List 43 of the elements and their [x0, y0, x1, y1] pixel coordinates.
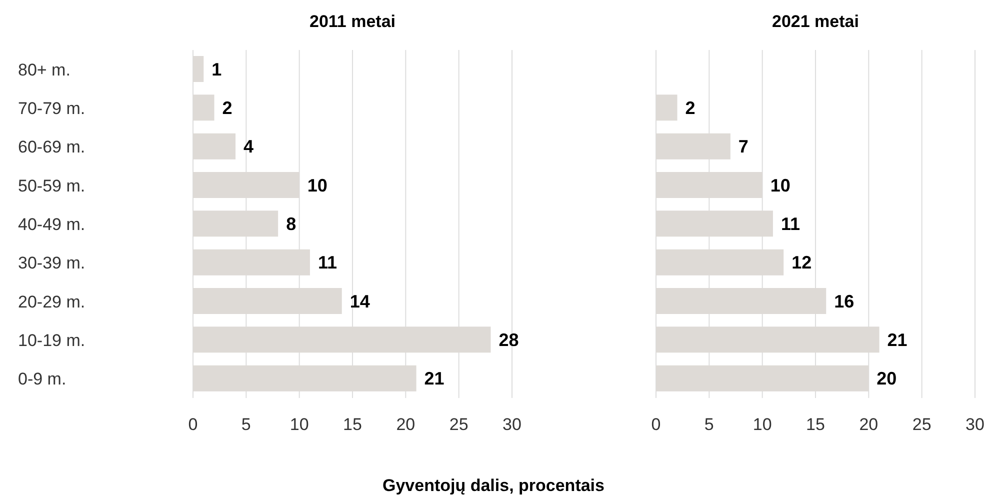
y-tick-label: 30-39 m. [18, 254, 86, 273]
x-tick-label: 15 [343, 415, 362, 434]
x-tick-label: 25 [912, 415, 932, 434]
x-tick-label: 30 [502, 415, 522, 434]
x-tick-label: 20 [396, 415, 416, 434]
data-label: 20 [876, 368, 897, 389]
data-label: 7 [738, 136, 748, 157]
data-label: 21 [424, 368, 444, 389]
x-tick-label: 5 [704, 415, 714, 434]
y-tick-label: 50-59 m. [18, 176, 86, 196]
data-label: 8 [286, 214, 296, 234]
x-tick-label: 0 [651, 415, 661, 434]
data-label: 16 [834, 291, 854, 312]
x-tick-label: 0 [188, 415, 198, 434]
data-label: 11 [318, 252, 337, 273]
data-label: 28 [498, 330, 519, 350]
y-tick-label: 20-29 m. [18, 292, 86, 312]
y-tick-label: 60-69 m. [18, 138, 86, 157]
y-tick-label: 40-49 m. [18, 215, 86, 234]
data-label: 10 [307, 175, 328, 196]
data-label: 14 [350, 291, 370, 312]
chart-title: 2021 metai [771, 12, 860, 32]
x-tick-label: 5 [241, 415, 251, 434]
x-tick-label: 20 [859, 415, 878, 434]
data-label: 11 [780, 214, 800, 234]
data-label: 2 [685, 98, 696, 118]
x-tick-label: 25 [449, 415, 468, 434]
x-tick-label: 30 [966, 415, 984, 434]
x-tick-label: 15 [806, 415, 825, 434]
data-label: 2 [222, 98, 232, 118]
data-label: 10 [770, 175, 790, 196]
y-tick-label: 70-79 m. [18, 99, 86, 118]
data-label: 12 [792, 252, 812, 273]
x-tick-label: 10 [290, 415, 309, 434]
chart-title: 2011 metai [308, 12, 396, 32]
x-tick-label: 10 [752, 415, 772, 434]
y-tick-label: 10-19 m. [18, 331, 86, 350]
data-label: 4 [244, 136, 254, 157]
x-axis-title: Gyventojų dalis, procentais [381, 476, 606, 496]
data-label: 21 [887, 330, 908, 350]
y-tick-label: 0-9 m. [18, 370, 66, 389]
data-label: 1 [212, 59, 222, 80]
y-tick-label: 80+ m. [18, 60, 70, 80]
